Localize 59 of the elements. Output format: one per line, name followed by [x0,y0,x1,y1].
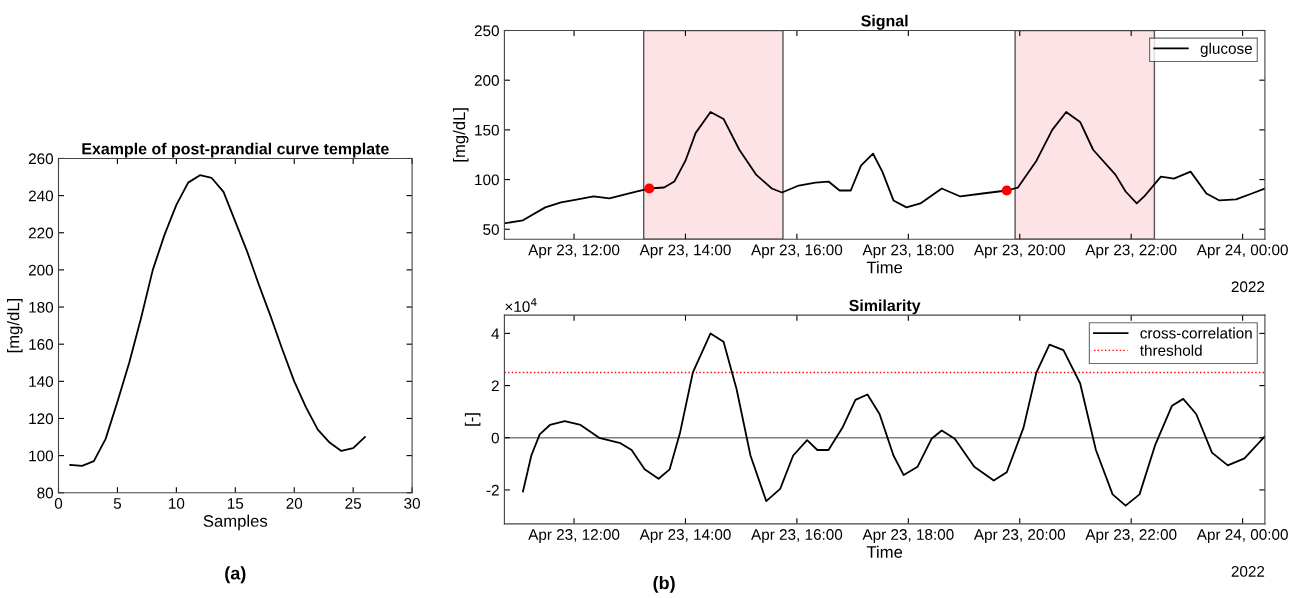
x-tick-label: Apr 23, 12:00 [528,244,620,259]
y-tick-label: -2 [486,484,499,496]
text: 2022 [1231,565,1265,577]
y-tick-label: 100 [475,174,499,186]
x-tick-label: Apr 23, 22:00 [1085,529,1177,543]
y-tick-label: 220 [28,227,54,239]
x-tick-label: Apr 23, 22:00 [1085,244,1177,259]
y-tick-label: 160 [29,339,54,350]
x-tick-label: Apr 23, 16:00 [751,244,843,259]
y-tick-label: 50 [483,224,499,235]
y-tick-label: 260 [28,153,54,165]
x-tick-label: 0 [54,498,63,509]
x-tick-label: 15 [227,498,244,509]
x-tick-label: Apr 24, 00:00 [1196,529,1288,543]
chart-title: Example of post-prandial curve template [82,142,389,158]
y-axis-title: [-] [464,413,481,426]
y-tick-label: 200 [28,264,54,276]
y-tick-label: 120 [29,413,54,425]
x-tick-label: Apr 23, 20:00 [973,244,1066,259]
y-axis-title: [mg/dL] [452,108,469,162]
chart-title: Similarity [849,299,921,315]
y-tick-label: 140 [29,376,54,388]
line-series [504,111,1265,225]
x-tick-label: 30 [404,498,420,509]
y-tick-label: 240 [28,190,54,202]
x-tick-label: Apr 23, 18:00 [862,244,954,259]
text: (b) [653,576,675,593]
legend-label: glucose [1200,42,1252,57]
text: 2022 [1231,281,1265,293]
x-tick-label: 5 [113,498,122,509]
x-axis-title: Time [866,261,903,274]
y-tick-label: 250 [474,25,499,37]
x-tick-label: Apr 24, 00:00 [1196,244,1288,259]
y-tick-label: 4 [491,328,500,339]
y-axis-title: [mg/dL] [7,299,23,353]
text: (a) [225,566,246,584]
x-tick-label: Apr 23, 20:00 [973,529,1066,543]
chart-title: Signal [861,14,908,30]
y-tick-label: 200 [474,75,499,86]
y-tick-label: 0 [491,432,499,444]
x-tick-label: Apr 23, 16:00 [751,529,843,543]
x-tick-label: Apr 23, 14:00 [639,244,731,259]
line-series [69,174,366,467]
y-tick-label: 80 [37,487,54,499]
y-tick-label: 2 [491,380,499,392]
x-tick-label: Apr 23, 14:00 [639,529,731,543]
x-axis-title: Samples [203,514,268,531]
text: ×10$^{4}$ [505,298,537,313]
legend-label: cross-correlation [1140,327,1252,339]
x-tick-label: Apr 23, 12:00 [528,529,620,543]
x-tick-label: Apr 23, 18:00 [862,529,954,543]
y-tick-label: 100 [29,450,54,462]
legend-label: threshold [1140,344,1202,356]
x-axis-title: Time [866,545,903,558]
y-tick-label: 180 [29,301,54,313]
x-tick-label: 10 [169,498,185,509]
x-tick-label: 25 [345,498,362,509]
y-tick-label: 150 [475,124,499,136]
x-tick-label: 20 [286,498,303,509]
